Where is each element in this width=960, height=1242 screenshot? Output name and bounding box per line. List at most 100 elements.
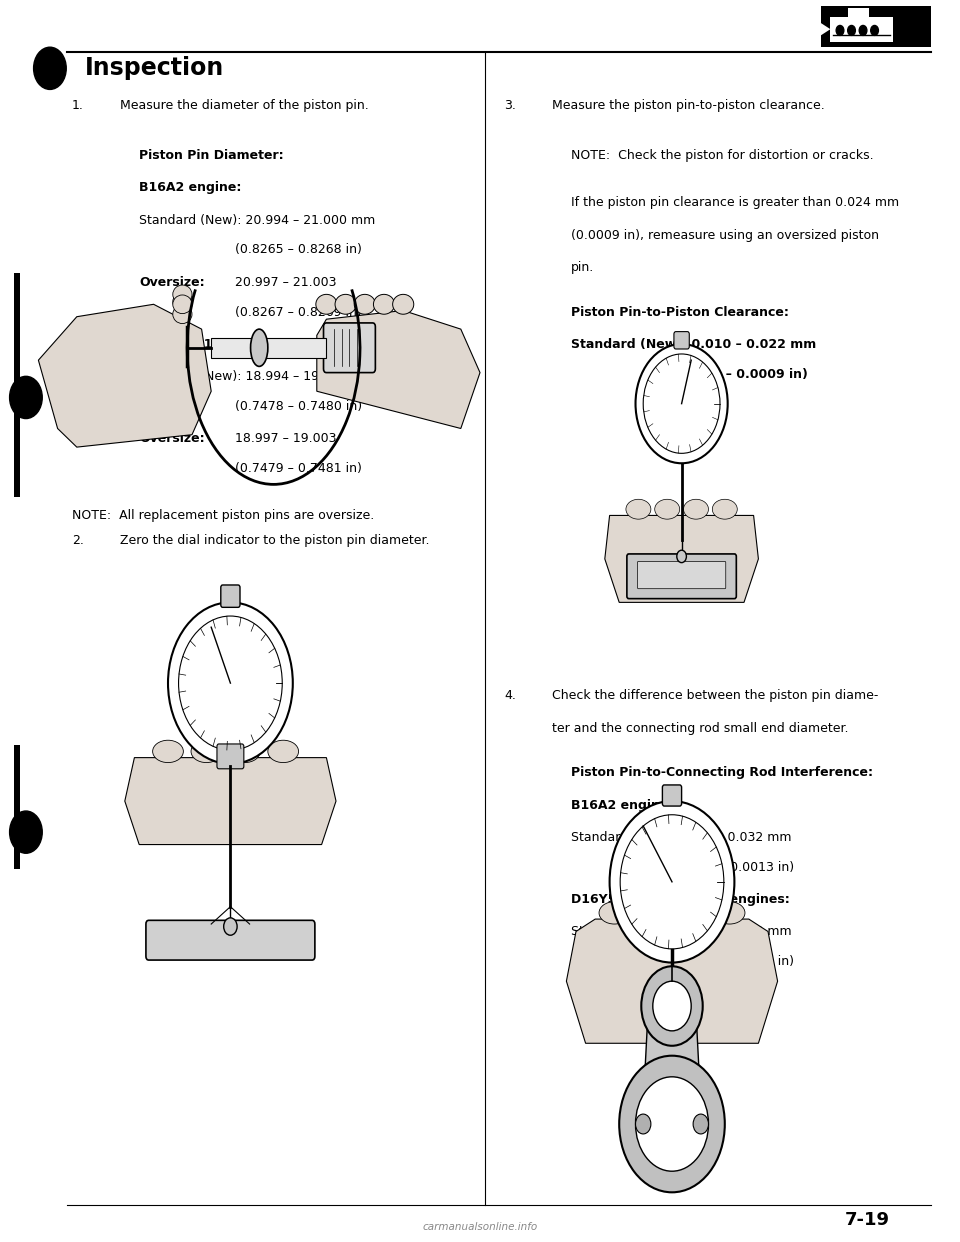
Ellipse shape <box>191 740 222 763</box>
FancyBboxPatch shape <box>662 785 682 806</box>
Text: Zero the dial indicator to the piston pin diameter.: Zero the dial indicator to the piston pi… <box>120 534 429 546</box>
Text: NOTE:  All replacement piston pins are oversize.: NOTE: All replacement piston pins are ov… <box>72 509 374 522</box>
Text: Check the difference between the piston pin diame-: Check the difference between the piston … <box>552 689 878 702</box>
Text: Piston Pin-to-Piston Clearance:: Piston Pin-to-Piston Clearance: <box>571 306 789 318</box>
Text: Standard (New): 0.013 – 0.032 mm: Standard (New): 0.013 – 0.032 mm <box>571 831 792 843</box>
Bar <box>821 6 931 47</box>
FancyBboxPatch shape <box>146 920 315 960</box>
Polygon shape <box>643 1012 701 1105</box>
FancyBboxPatch shape <box>627 554 736 599</box>
Ellipse shape <box>373 294 395 314</box>
Circle shape <box>636 344 728 463</box>
Text: ter and the connecting rod small end diameter.: ter and the connecting rod small end dia… <box>552 722 849 734</box>
Ellipse shape <box>712 499 737 519</box>
Text: Standard (New): 0.014 – 0.040 mm: Standard (New): 0.014 – 0.040 mm <box>571 925 792 938</box>
FancyBboxPatch shape <box>324 323 375 373</box>
Circle shape <box>653 981 691 1031</box>
Text: Standard (New): 18.994 – 19.000 mm: Standard (New): 18.994 – 19.000 mm <box>139 370 375 383</box>
Circle shape <box>34 47 66 89</box>
Text: Oversize:: Oversize: <box>139 276 204 288</box>
Text: carmanualsonline.info: carmanualsonline.info <box>422 1222 538 1232</box>
FancyBboxPatch shape <box>674 332 689 349</box>
Text: 1.: 1. <box>72 99 84 112</box>
Ellipse shape <box>684 499 708 519</box>
Polygon shape <box>605 515 758 602</box>
Circle shape <box>224 918 237 935</box>
Text: 7-19: 7-19 <box>845 1211 890 1228</box>
Ellipse shape <box>173 304 192 324</box>
Circle shape <box>619 1056 725 1192</box>
Bar <box>848 9 869 17</box>
Ellipse shape <box>173 293 192 312</box>
Ellipse shape <box>251 329 268 366</box>
Circle shape <box>693 1114 708 1134</box>
Circle shape <box>168 602 293 764</box>
Text: Piston Pin-to-Connecting Rod Interference:: Piston Pin-to-Connecting Rod Interferenc… <box>571 766 874 779</box>
Ellipse shape <box>655 499 680 519</box>
Polygon shape <box>125 758 336 845</box>
Circle shape <box>179 616 282 750</box>
Text: NOTE:  Check the piston for distortion or cracks.: NOTE: Check the piston for distortion or… <box>571 149 874 161</box>
Text: Measure the piston pin-to-piston clearance.: Measure the piston pin-to-piston clearan… <box>552 99 825 112</box>
Text: D16Y5, D16Y7, D16Y8 engines:: D16Y5, D16Y7, D16Y8 engines: <box>139 338 358 350</box>
Text: B16A2 engine:: B16A2 engine: <box>571 799 674 811</box>
Circle shape <box>643 354 720 453</box>
Ellipse shape <box>229 740 260 763</box>
Text: 20.997 – 21.003: 20.997 – 21.003 <box>235 276 337 288</box>
Text: D16Y5, D16Y7, D16Y8 engines:: D16Y5, D16Y7, D16Y8 engines: <box>571 893 790 905</box>
Text: 2.: 2. <box>72 534 84 546</box>
FancyBboxPatch shape <box>217 744 244 769</box>
Circle shape <box>836 25 844 35</box>
Circle shape <box>871 25 878 35</box>
Polygon shape <box>566 919 778 1043</box>
Circle shape <box>636 1114 651 1134</box>
Circle shape <box>620 815 724 949</box>
Polygon shape <box>317 310 480 428</box>
Ellipse shape <box>316 294 337 314</box>
Text: Inspection: Inspection <box>84 56 224 81</box>
Text: (0.0005 – 0.0013 in): (0.0005 – 0.0013 in) <box>667 861 794 873</box>
Ellipse shape <box>637 902 668 924</box>
Ellipse shape <box>153 740 183 763</box>
Text: (0.8267 – 0.8269 in): (0.8267 – 0.8269 in) <box>235 306 362 318</box>
Ellipse shape <box>335 294 356 314</box>
Text: Piston Pin Diameter:: Piston Pin Diameter: <box>139 149 284 161</box>
Circle shape <box>610 801 734 963</box>
Text: (0.0004 – 0.0009 in): (0.0004 – 0.0009 in) <box>667 368 808 380</box>
Ellipse shape <box>599 902 630 924</box>
Text: (0.7478 – 0.7480 in): (0.7478 – 0.7480 in) <box>235 400 362 412</box>
Bar <box>14 745 20 869</box>
Polygon shape <box>38 304 211 447</box>
Bar <box>14 273 20 497</box>
Text: (0.0009 in), remeasure using an oversized piston: (0.0009 in), remeasure using an oversize… <box>571 229 879 241</box>
Text: Standard (New): 20.994 – 21.000 mm: Standard (New): 20.994 – 21.000 mm <box>139 214 375 226</box>
Bar <box>830 17 893 41</box>
Text: B16A2 engine:: B16A2 engine: <box>139 181 242 194</box>
Ellipse shape <box>354 294 375 314</box>
Ellipse shape <box>714 902 745 924</box>
Text: Oversize:: Oversize: <box>139 432 204 445</box>
Text: 4.: 4. <box>504 689 516 702</box>
Text: 18.997 – 19.003: 18.997 – 19.003 <box>235 432 337 445</box>
Bar <box>211 338 326 358</box>
Text: pin.: pin. <box>571 261 594 273</box>
Ellipse shape <box>393 294 414 314</box>
Ellipse shape <box>676 902 707 924</box>
FancyBboxPatch shape <box>221 585 240 607</box>
Text: (0.8265 – 0.8268 in): (0.8265 – 0.8268 in) <box>235 243 362 256</box>
Ellipse shape <box>268 740 299 763</box>
Text: If the piston pin clearance is greater than 0.024 mm: If the piston pin clearance is greater t… <box>571 196 900 209</box>
Polygon shape <box>819 21 830 36</box>
Circle shape <box>677 550 686 563</box>
Text: Standard (New): 0.010 – 0.022 mm: Standard (New): 0.010 – 0.022 mm <box>571 338 816 350</box>
Circle shape <box>641 966 703 1046</box>
Ellipse shape <box>173 286 192 304</box>
Ellipse shape <box>626 499 651 519</box>
Circle shape <box>848 25 855 35</box>
Circle shape <box>859 25 867 35</box>
FancyBboxPatch shape <box>637 561 726 589</box>
Text: (0.0006 – 0.0016 in): (0.0006 – 0.0016 in) <box>667 955 794 968</box>
Circle shape <box>10 376 42 419</box>
Circle shape <box>636 1077 708 1171</box>
Text: (0.7479 – 0.7481 in): (0.7479 – 0.7481 in) <box>235 462 362 474</box>
